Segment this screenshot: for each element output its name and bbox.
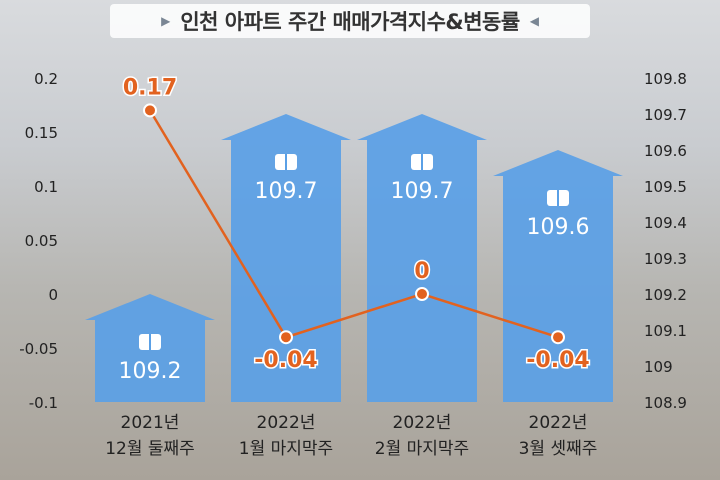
x-tick-label-line1: 2022년 bbox=[257, 413, 316, 433]
line-series bbox=[148, 109, 559, 339]
left-tick-label: 0.15 bbox=[25, 124, 58, 142]
bar-value-label: 109.6 bbox=[527, 215, 590, 240]
x-tick-label-line2: 3월 셋째주 bbox=[519, 439, 598, 459]
line-point bbox=[143, 103, 157, 118]
chart-title: 인천 아파트 주간 매매가격지수&변동률 bbox=[180, 10, 520, 34]
line-point bbox=[415, 287, 429, 301]
line-point bbox=[279, 330, 293, 345]
title-bar: ▶ 인천 아파트 주간 매매가격지수&변동률 ◀ bbox=[110, 4, 590, 38]
x-tick-label-line1: 2021년 bbox=[121, 413, 180, 433]
bar bbox=[221, 114, 351, 402]
line-value-label: 0 bbox=[414, 259, 429, 284]
right-tick-label: 109.6 bbox=[644, 142, 687, 160]
right-tick-label: 109.8 bbox=[644, 70, 687, 88]
line-value-label: -0.04 bbox=[526, 348, 589, 373]
left-tick-label: 0.2 bbox=[34, 70, 58, 88]
right-tick-label: 109.7 bbox=[644, 106, 687, 124]
right-tick-label: 109 bbox=[644, 358, 673, 376]
x-tick-label-line2: 12월 둘째주 bbox=[105, 439, 195, 459]
bar bbox=[357, 114, 487, 402]
bar-value-label: 109.2 bbox=[119, 359, 182, 384]
right-tick-label: 109.5 bbox=[644, 178, 687, 196]
right-tick-label: 109.4 bbox=[644, 214, 687, 232]
left-tick-label: 0.1 bbox=[34, 178, 58, 196]
right-tick-label: 109.2 bbox=[644, 286, 687, 304]
x-tick-label-line1: 2022년 bbox=[529, 413, 588, 433]
bar-value-label: 109.7 bbox=[391, 179, 454, 204]
x-tick-label-line2: 2월 마지막주 bbox=[375, 439, 469, 459]
left-tick-label: 0 bbox=[48, 286, 58, 304]
triangle-right-icon: ▶ bbox=[161, 14, 171, 28]
left-tick-label: -0.05 bbox=[19, 340, 58, 358]
left-tick-label: 0.05 bbox=[25, 232, 58, 250]
triangle-left-icon: ◀ bbox=[529, 14, 539, 28]
bar-value-label: 109.7 bbox=[255, 179, 318, 204]
line-value-label: 0.17 bbox=[123, 75, 177, 100]
bar bbox=[493, 150, 623, 402]
left-tick-label: -0.1 bbox=[29, 394, 58, 412]
x-tick-label-line2: 1월 마지막주 bbox=[239, 439, 333, 459]
right-tick-label: 108.9 bbox=[644, 394, 687, 412]
line-value-label: -0.04 bbox=[254, 348, 317, 373]
x-tick-label-line1: 2022년 bbox=[393, 413, 452, 433]
right-tick-label: 109.1 bbox=[644, 322, 687, 340]
right-tick-label: 109.3 bbox=[644, 250, 687, 268]
line-point bbox=[551, 330, 565, 345]
